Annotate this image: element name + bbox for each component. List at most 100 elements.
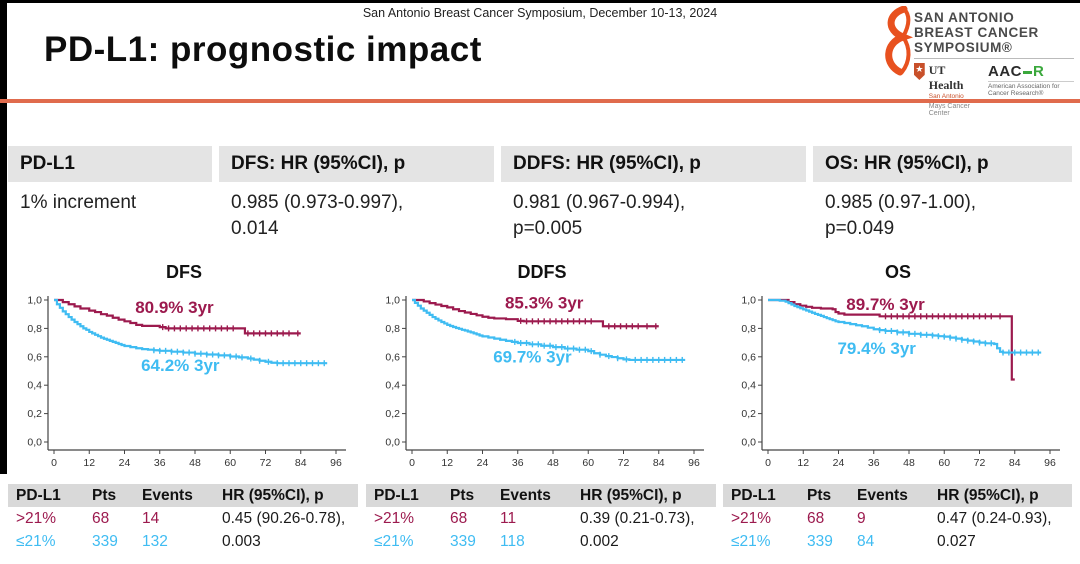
svg-text:60: 60 <box>582 457 594 469</box>
aacr-name-left: AAC <box>988 63 1022 80</box>
group-row-pts: 68 <box>92 510 110 527</box>
ut-health-sub: San Antonio <box>928 93 964 100</box>
group-row-events: 14 <box>142 510 160 527</box>
svg-text:0,0: 0,0 <box>27 437 42 449</box>
summary-value-ddfs: 0.981 (0.967-0.994), p=0.005 <box>501 190 806 242</box>
svg-text:24: 24 <box>477 457 489 469</box>
km-chart-os: OS 0,0 0,2 0,4 0,6 0,8 1,0 0 12 24 36 48 60 72 84 96 89… <box>722 262 1074 480</box>
aacr-logo: AAC R American Association for Cancer Res… <box>988 63 1074 117</box>
svg-text:12: 12 <box>797 457 809 469</box>
svg-text:0,2: 0,2 <box>741 408 756 420</box>
summary-header-pdl1: PD-L1 <box>8 146 212 182</box>
svg-text:0,8: 0,8 <box>385 323 400 335</box>
summary-value-dfs-line2: 0.014 <box>231 218 279 239</box>
svg-text:0,8: 0,8 <box>741 323 756 335</box>
logo-wordmark: SAN ANTONIO BREAST CANCER SYMPOSIUM® <box>914 10 1039 55</box>
group-header-hr: HR (95%CI), p <box>572 484 716 507</box>
svg-text:0,2: 0,2 <box>385 408 400 420</box>
svg-text:79.4% 3yr: 79.4% 3yr <box>837 339 916 358</box>
svg-text:0,0: 0,0 <box>741 437 756 449</box>
group-row-label: ≤21% <box>16 533 56 550</box>
km-plot-dfs: 0,0 0,2 0,4 0,6 0,8 1,0 0 12 24 36 48 60 72 84 96 80.9%… <box>27 295 346 469</box>
svg-text:96: 96 <box>688 457 700 469</box>
group-row-events: 132 <box>142 533 168 550</box>
svg-text:12: 12 <box>441 457 453 469</box>
svg-text:89.7% 3yr: 89.7% 3yr <box>846 295 925 314</box>
summary-value-os-line2: p=0.049 <box>825 218 895 239</box>
chart-title-ddfs: DDFS <box>517 262 567 282</box>
group-header-events: Events <box>492 484 572 507</box>
group-row-label: >21% <box>374 510 415 527</box>
summary-header-os: OS: HR (95%CI), p <box>813 146 1072 182</box>
svg-text:0: 0 <box>51 457 57 469</box>
video-edge-left <box>0 0 7 474</box>
svg-text:0,2: 0,2 <box>27 408 42 420</box>
group-header-pdl1: PD-L1 <box>8 484 84 507</box>
svg-text:0: 0 <box>409 457 415 469</box>
group-row-hr: 0.002 <box>580 533 619 550</box>
svg-text:80.9% 3yr: 80.9% 3yr <box>135 298 214 317</box>
summary-header-ddfs: DDFS: HR (95%CI), p <box>501 146 806 182</box>
svg-text:48: 48 <box>547 457 559 469</box>
aacr-name-right: R <box>1033 63 1045 80</box>
km-chart-dfs: DFS 0,0 0,2 0,4 0,6 0,8 1,0 0 12 24 36 48 60 72 84 96 8… <box>8 262 360 480</box>
sabcs-logo: SAN ANTONIO BREAST CANCER SYMPOSIUM® ★ U… <box>878 6 1074 117</box>
group-row-events: 84 <box>857 533 875 550</box>
km-chart-ddfs: DDFS 0,0 0,2 0,4 0,6 0,8 1,0 0 12 24 36 48 60 72 84 96… <box>366 262 718 480</box>
group-header-events: Events <box>849 484 929 507</box>
summary-value-ddfs-line1: 0.981 (0.967-0.994), <box>513 192 686 213</box>
ribbon-icon <box>885 6 914 76</box>
page-title: PD-L1: prognostic impact <box>44 30 482 69</box>
svg-text:1,0: 1,0 <box>27 295 42 307</box>
ut-health-logo: ★ UT Health San Antonio Mays Cancer Cent… <box>914 63 978 117</box>
svg-text:72: 72 <box>260 457 272 469</box>
group-header-pdl1: PD-L1 <box>366 484 442 507</box>
svg-text:96: 96 <box>330 457 342 469</box>
svg-text:1,0: 1,0 <box>741 295 756 307</box>
group-header-pts: Pts <box>442 484 492 507</box>
svg-text:0,6: 0,6 <box>741 351 756 363</box>
svg-text:24: 24 <box>833 457 845 469</box>
group-row-events: 11 <box>500 510 517 527</box>
svg-text:0,6: 0,6 <box>385 351 400 363</box>
svg-text:0: 0 <box>765 457 771 469</box>
chart-title-os: OS <box>884 262 911 282</box>
group-row-hr: 0.003 <box>222 533 261 550</box>
svg-text:84: 84 <box>295 457 307 469</box>
svg-text:48: 48 <box>903 457 915 469</box>
group-row-hr: 0.47 (0.24-0.93), <box>937 510 1052 527</box>
summary-value-os: 0.985 (0.97-1.00), p=0.049 <box>813 190 1072 242</box>
title-divider-rule <box>0 99 1080 103</box>
svg-text:69.7% 3yr: 69.7% 3yr <box>493 347 572 366</box>
summary-value-ddfs-line2: p=0.005 <box>513 218 583 239</box>
summary-value-os-line1: 0.985 (0.97-1.00), <box>825 192 977 213</box>
svg-text:0,8: 0,8 <box>27 323 42 335</box>
svg-text:0,4: 0,4 <box>385 380 400 392</box>
conference-header: San Antonio Breast Cancer Symposium, Dec… <box>362 6 718 20</box>
km-plot-os: 0,0 0,2 0,4 0,6 0,8 1,0 0 12 24 36 48 60 72 84 96 89.7%… <box>741 295 1060 469</box>
group-row-hr: 0.027 <box>937 533 976 550</box>
summary-value-dfs-line1: 0.985 (0.973-0.997), <box>231 192 404 213</box>
group-header-hr: HR (95%CI), p <box>929 484 1072 507</box>
group-header-hr: HR (95%CI), p <box>214 484 358 507</box>
logo-sponsors: ★ UT Health San Antonio Mays Cancer Cent… <box>914 58 1074 117</box>
svg-text:85.3% 3yr: 85.3% 3yr <box>505 294 584 313</box>
group-row-pts: 339 <box>807 533 833 550</box>
group-row-events: 9 <box>857 510 866 527</box>
group-row-label: ≤21% <box>374 533 414 550</box>
svg-text:60: 60 <box>224 457 236 469</box>
chart-title-dfs: DFS <box>166 262 202 282</box>
svg-text:0,4: 0,4 <box>741 380 756 392</box>
svg-text:0,0: 0,0 <box>385 437 400 449</box>
svg-text:1,0: 1,0 <box>385 295 400 307</box>
summary-header-dfs: DFS: HR (95%CI), p <box>219 146 494 182</box>
svg-text:24: 24 <box>119 457 131 469</box>
group-row-hr: 0.45 (90.26-0.78), <box>222 510 346 527</box>
svg-text:0,6: 0,6 <box>27 351 42 363</box>
svg-text:96: 96 <box>1044 457 1056 469</box>
svg-text:84: 84 <box>653 457 665 469</box>
group-header-pts: Pts <box>84 484 134 507</box>
ut-health-shield-icon: ★ <box>914 63 925 80</box>
group-header-pts: Pts <box>799 484 849 507</box>
